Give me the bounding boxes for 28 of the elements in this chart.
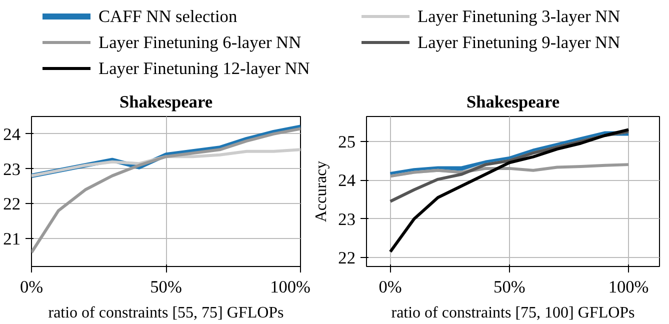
x-tick-label: 50% — [150, 278, 182, 296]
legend-label: Layer Finetuning 6-layer NN — [98, 33, 302, 52]
x-axis-title: ratio of constraints [75, 100] GFLOPs — [391, 304, 635, 322]
x-tick-label: 100% — [608, 278, 649, 296]
x-tick-label: 100% — [270, 278, 311, 296]
y-tick-label: 23 — [338, 210, 356, 229]
chart-title: Shakespeare — [466, 92, 560, 112]
x-axis-title: ratio of constraints [55, 75] GFLOPs — [48, 304, 284, 322]
y-tick-label: 22 — [338, 248, 356, 268]
y-axis-title: Accuracy — [313, 160, 330, 222]
line-series — [388, 163, 630, 178]
x-tick-label: 0% — [378, 278, 402, 296]
line-series — [388, 128, 630, 254]
line-series — [388, 131, 631, 176]
legend-label: Layer Finetuning 12-layer NN — [98, 59, 310, 78]
legend-label: CAFF NN selection — [98, 7, 238, 26]
y-tick-label: 25 — [338, 132, 356, 152]
y-tick-label: 24 — [3, 124, 21, 144]
y-tick-label: 24 — [338, 171, 356, 190]
y-tick-label: 23 — [3, 160, 20, 179]
legend-label: Layer Finetuning 9-layer NN — [418, 33, 621, 52]
legend-label: Layer Finetuning 3-layer NN — [418, 7, 621, 26]
y-tick-label: 22 — [3, 194, 20, 214]
y-tick-label: 21 — [3, 230, 20, 249]
x-tick-label: 50% — [494, 278, 526, 296]
x-tick-label: 0% — [20, 278, 44, 296]
chart-title: Shakespeare — [119, 92, 213, 112]
line-series — [32, 127, 300, 254]
